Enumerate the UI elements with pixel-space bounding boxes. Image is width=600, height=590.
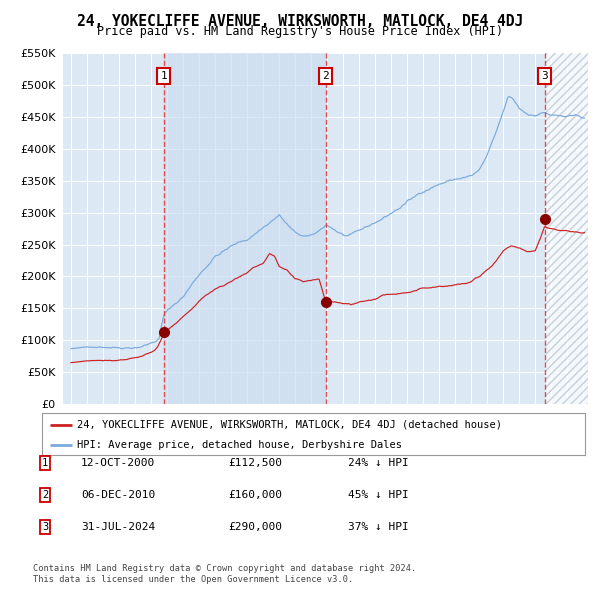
Bar [545, 53, 591, 404]
Text: 06-DEC-2010: 06-DEC-2010 [81, 490, 155, 500]
Text: Price paid vs. HM Land Registry's House Price Index (HPI): Price paid vs. HM Land Registry's House … [97, 25, 503, 38]
Text: 2: 2 [322, 71, 329, 81]
Text: £290,000: £290,000 [228, 522, 282, 532]
Text: This data is licensed under the Open Government Licence v3.0.: This data is licensed under the Open Gov… [33, 575, 353, 584]
Text: 37% ↓ HPI: 37% ↓ HPI [348, 522, 409, 532]
Text: 1: 1 [42, 458, 48, 468]
Text: 3: 3 [541, 71, 548, 81]
Text: £160,000: £160,000 [228, 490, 282, 500]
Text: 2: 2 [42, 490, 48, 500]
Text: 3: 3 [42, 522, 48, 532]
Text: 24, YOKECLIFFE AVENUE, WIRKSWORTH, MATLOCK, DE4 4DJ: 24, YOKECLIFFE AVENUE, WIRKSWORTH, MATLO… [77, 14, 523, 29]
Text: 31-JUL-2024: 31-JUL-2024 [81, 522, 155, 532]
Text: 1: 1 [160, 71, 167, 81]
Text: Contains HM Land Registry data © Crown copyright and database right 2024.: Contains HM Land Registry data © Crown c… [33, 565, 416, 573]
Text: 24, YOKECLIFFE AVENUE, WIRKSWORTH, MATLOCK, DE4 4DJ (detached house): 24, YOKECLIFFE AVENUE, WIRKSWORTH, MATLO… [77, 420, 502, 430]
Text: 24% ↓ HPI: 24% ↓ HPI [348, 458, 409, 468]
Text: HPI: Average price, detached house, Derbyshire Dales: HPI: Average price, detached house, Derb… [77, 440, 402, 450]
Text: 45% ↓ HPI: 45% ↓ HPI [348, 490, 409, 500]
Bar [164, 53, 326, 404]
Text: 12-OCT-2000: 12-OCT-2000 [81, 458, 155, 468]
Text: £112,500: £112,500 [228, 458, 282, 468]
